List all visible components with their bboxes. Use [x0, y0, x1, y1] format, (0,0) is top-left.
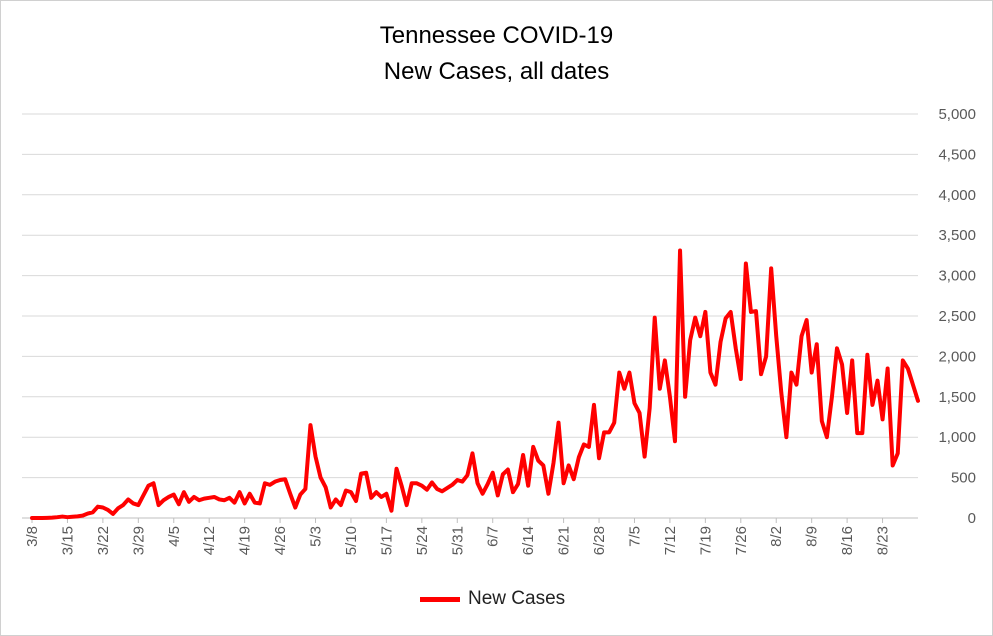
y-tick-label: 4,000	[938, 187, 976, 204]
x-tick-label: 4/12	[201, 526, 218, 555]
x-tick-label: 8/9	[804, 526, 821, 547]
y-tick-label: 4,500	[938, 146, 976, 163]
x-tick-label: 8/23	[875, 526, 892, 555]
x-tick-label: 8/2	[768, 526, 785, 547]
legend: New Cases	[420, 588, 565, 610]
x-tick-label: 6/7	[485, 526, 502, 547]
x-tick-label: 7/19	[697, 526, 714, 555]
y-tick-label: 2,500	[938, 308, 976, 325]
x-tick-label: 5/24	[414, 526, 431, 555]
x-tick-label: 5/10	[343, 526, 360, 555]
x-tick-label: 3/22	[95, 526, 112, 555]
x-tick-label: 4/26	[272, 526, 289, 555]
x-tick-label: 6/28	[591, 526, 608, 555]
x-tick-label: 3/8	[24, 526, 41, 547]
y-tick-label: 1,000	[938, 429, 976, 446]
chart-title: Tennessee COVID-19	[379, 22, 614, 49]
y-tick-label: 1,500	[938, 389, 976, 406]
y-tick-label: 2,000	[938, 348, 976, 365]
y-tick-label: 3,500	[938, 227, 976, 244]
y-tick-label: 5,000	[938, 106, 976, 123]
y-tick-label: 3,000	[938, 268, 976, 285]
legend-label-new-cases: New Cases	[468, 588, 566, 609]
x-tick-label: 4/19	[237, 526, 254, 555]
x-tick-label: 8/16	[839, 526, 856, 555]
legend-swatch	[420, 596, 460, 602]
x-axis-tick-marks	[31, 518, 884, 523]
series-line-new-cases	[30, 248, 920, 520]
x-tick-label: 3/15	[59, 526, 76, 555]
x-tick-label: 3/29	[130, 526, 147, 555]
y-tick-label: 500	[951, 470, 976, 487]
y-tick-label: 0	[968, 510, 976, 527]
y-axis-tick-labels: 0 500 1,000 1,500 2,000 2,500 3,000 3,500 4,000 4…	[938, 106, 976, 527]
x-tick-label: 6/14	[520, 526, 537, 555]
x-tick-label: 7/12	[662, 526, 679, 555]
x-tick-label: 5/3	[308, 526, 325, 547]
x-tick-label: 5/31	[449, 526, 466, 555]
gridlines	[22, 113, 918, 479]
x-tick-label: 5/17	[378, 526, 395, 555]
x-tick-label: 7/5	[626, 526, 643, 547]
chart-subtitle: New Cases, all dates	[383, 58, 610, 85]
x-axis-tick-labels: 3/8 3/15 3/22 3/29 4/5 4/12 4/19 4/26 5/3 5/10 5/1…	[24, 526, 892, 555]
x-tick-label: 6/21	[556, 526, 573, 555]
x-tick-label: 4/5	[166, 526, 183, 547]
x-tick-label: 7/26	[733, 526, 750, 555]
